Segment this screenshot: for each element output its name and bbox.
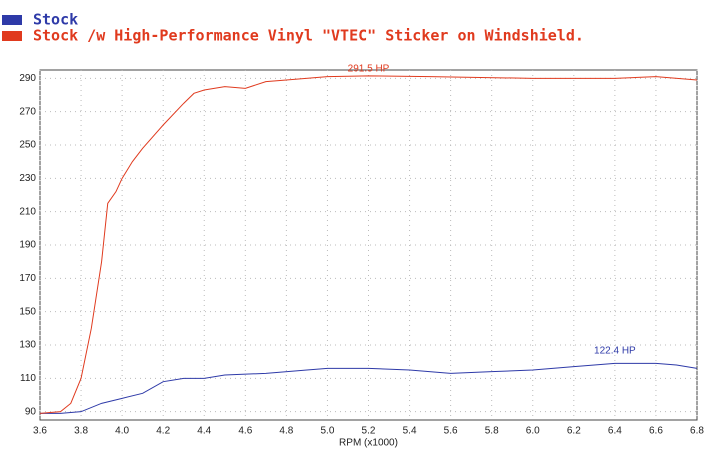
x-tick-label: 4.0 [115,426,129,437]
y-tick-label: 150 [19,306,36,317]
annotation: 291.5 HP [348,63,390,74]
x-tick-label: 4.4 [197,426,211,437]
x-tick-label: 6.0 [526,426,540,437]
x-tick-label: 3.8 [74,426,88,437]
legend-label: Stock [33,11,78,29]
x-tick-label: 6.4 [608,426,622,437]
y-tick-label: 90 [25,406,37,417]
annotation: 122.4 HP [594,345,636,356]
x-tick-label: 6.2 [567,426,581,437]
legend-swatch [2,31,22,41]
y-tick-label: 170 [19,273,36,284]
series-line [40,362,698,414]
x-tick-label: 5.2 [362,426,376,437]
x-axis-label: RPM (x1000) [339,438,398,449]
x-tick-label: 4.2 [156,426,170,437]
series-line [39,75,698,414]
x-tick-label: 5.8 [485,426,499,437]
x-tick-label: 4.8 [279,426,293,437]
y-tick-label: 230 [19,173,36,184]
x-tick-label: 6.6 [649,426,663,437]
x-tick-label: 5.4 [403,426,417,437]
x-tick-label: 5.0 [320,426,334,437]
x-tick-label: 6.8 [690,426,704,437]
legend-label: Stock /w High-Performance Vinyl "VTEC" S… [33,27,584,45]
legend-swatch [2,15,22,25]
x-tick-label: 4.6 [238,426,252,437]
y-tick-label: 210 [19,206,36,217]
y-tick-label: 110 [20,373,36,384]
x-tick-label: 3.6 [33,426,47,437]
y-tick-label: 130 [19,340,36,351]
y-tick-label: 190 [19,240,36,251]
y-tick-label: 290 [19,73,36,84]
y-tick-label: 250 [19,140,36,151]
y-tick-label: 270 [19,106,36,117]
x-tick-label: 5.6 [444,426,458,437]
